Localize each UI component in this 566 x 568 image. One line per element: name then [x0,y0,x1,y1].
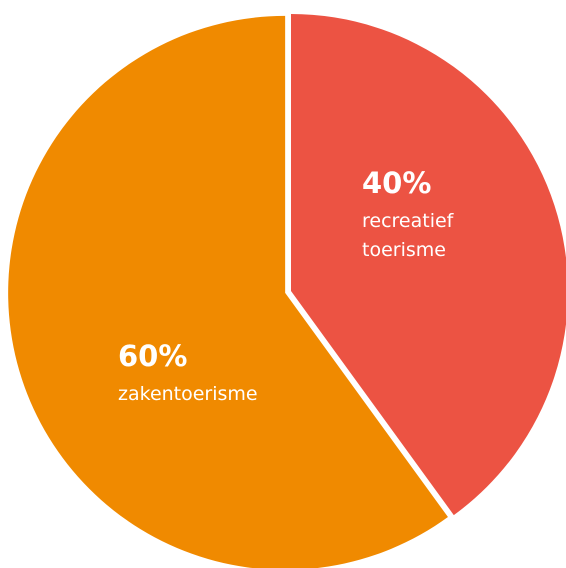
pie-slices [8,14,566,568]
slice-0-category-label-line-0: recreatief [362,210,455,232]
slice-0-percent-label: 40% [362,166,431,200]
pie-slice-1 [8,15,448,568]
slice-1-percent-label: 60% [118,339,187,373]
pie-slice-0 [291,14,566,516]
slice-0-category-label-line-1: toerisme [362,239,446,261]
slice-1-category-label-line-0: zakentoerisme [118,383,258,405]
pie-labels: 40% recreatief toerisme 60% zakentoerisme [118,166,455,405]
